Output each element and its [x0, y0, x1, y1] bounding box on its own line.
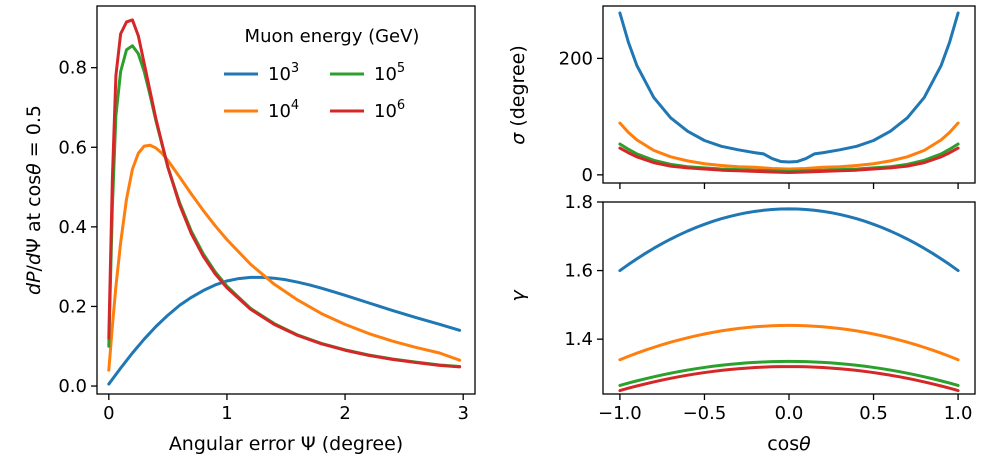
- legend-title: Muon energy (GeV): [245, 26, 420, 47]
- sigma-y-ticks: 0 200: [559, 48, 603, 186]
- legend-label-10-5: 105: [374, 61, 405, 85]
- gamma-series-10-6: [618, 365, 960, 393]
- left-x-ticks: 0 1 2 3: [103, 394, 469, 424]
- sigma-chart-panel: 0 200 σ (degree): [507, 5, 976, 189]
- left-series-10-4: [107, 143, 462, 372]
- left-series-10-6: [107, 18, 462, 369]
- sigma-x-ticks: [619, 183, 959, 189]
- gamma-x-axis-label: cosθ: [767, 433, 811, 455]
- left-x-tick-label: 3: [457, 403, 468, 424]
- left-y-tick-label: 0.6: [58, 137, 87, 158]
- legend-label-10-6: 106: [374, 98, 405, 122]
- left-curves: [107, 18, 462, 386]
- left-plot-frame: [96, 5, 476, 395]
- left-y-tick-label: 0.0: [58, 376, 87, 397]
- gamma-series-10-4: [618, 323, 960, 362]
- left-chart-panel: 0 1 2 3 0.0 0.2 0.4 0.6 0.8 Angular error Ψ (de…: [23, 5, 476, 455]
- sigma-series-10-4: [618, 121, 960, 171]
- gamma-x-tick-label: 0.0: [775, 403, 804, 424]
- legend: Muon energy (GeV) 103 104 105 106: [224, 26, 419, 122]
- left-y-tick-label: 0.2: [58, 296, 87, 317]
- left-y-tick-label: 0.4: [58, 217, 87, 238]
- sigma-series-10-3: [618, 11, 960, 164]
- gamma-x-ticks: −1.0 −0.5 0.0 0.5 1.0: [598, 394, 972, 424]
- gamma-y-tick-label: 1.6: [564, 261, 593, 282]
- gamma-series-10-3: [618, 207, 960, 273]
- gamma-x-tick-label: 1.0: [944, 403, 973, 424]
- left-x-tick-label: 0: [103, 403, 114, 424]
- gamma-y-tick-label: 1.4: [564, 329, 593, 350]
- gamma-x-tick-label: −1.0: [598, 403, 642, 424]
- sigma-plot-frame: [602, 5, 976, 184]
- legend-label-10-3: 103: [268, 61, 299, 85]
- gamma-y-tick-label: 1.8: [564, 192, 593, 213]
- left-y-tick-label: 0.8: [58, 58, 87, 79]
- sigma-y-tick-label: 0: [582, 165, 593, 186]
- sigma-series-10-6: [618, 146, 960, 175]
- gamma-curves: [618, 207, 960, 393]
- gamma-series-10-5: [618, 359, 960, 387]
- gamma-y-axis-label: γ: [507, 289, 529, 302]
- left-x-tick-label: 1: [221, 403, 232, 424]
- left-series-10-5: [107, 44, 462, 369]
- sigma-curves: [618, 11, 960, 175]
- gamma-y-ticks: 1.4 1.6 1.8: [564, 192, 603, 350]
- left-y-ticks: 0.0 0.2 0.4 0.6 0.8: [58, 58, 97, 397]
- left-x-tick-label: 2: [339, 403, 350, 424]
- gamma-chart-panel: −1.0 −0.5 0.0 0.5 1.0 1.4 1.6 1.8 γ cosθ: [507, 192, 976, 455]
- sigma-y-axis-label: σ (degree): [507, 45, 529, 145]
- left-x-axis-label: Angular error Ψ (degree): [169, 433, 403, 455]
- legend-label-10-4: 104: [268, 98, 299, 122]
- left-y-axis-label: dP/dΨ at cosθ = 0.5: [23, 105, 45, 295]
- left-series-10-3: [107, 275, 462, 386]
- sigma-y-tick-label: 200: [559, 48, 593, 69]
- gamma-x-tick-label: −0.5: [683, 403, 727, 424]
- legend-entries: 103 104 105 106: [224, 61, 405, 122]
- gamma-x-tick-label: 0.5: [859, 403, 888, 424]
